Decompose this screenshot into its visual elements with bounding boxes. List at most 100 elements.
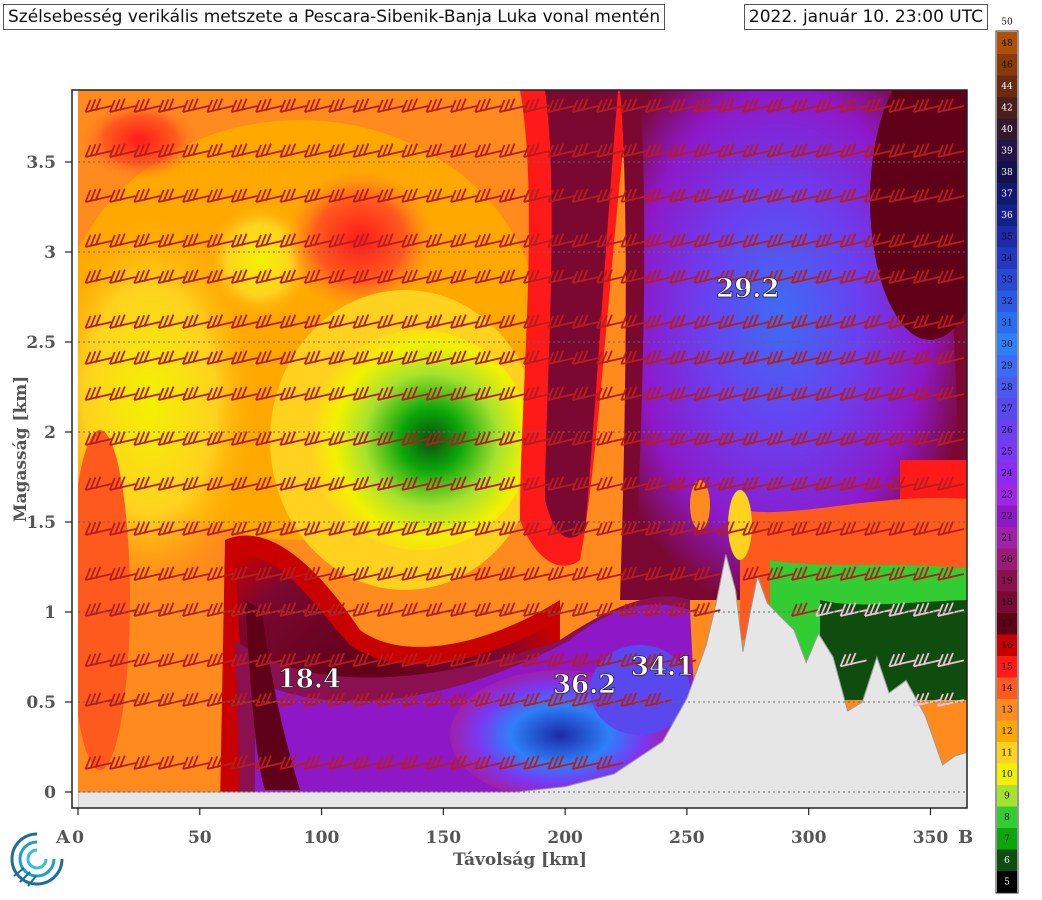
- wind-barb: [133, 521, 161, 536]
- wind-barb: [133, 188, 161, 203]
- wind-barb: [742, 314, 770, 329]
- wind-barb: [230, 566, 258, 581]
- wind-barb: [669, 350, 697, 365]
- wind-barb: [182, 188, 210, 203]
- wind-barb: [255, 233, 283, 248]
- x-axis: 0 50 100 150 200 250 300 350: [72, 808, 948, 848]
- wind-barb: [912, 602, 940, 617]
- wind-barb: [547, 602, 575, 617]
- wind-barb: [937, 143, 965, 158]
- wind-barb: [523, 692, 551, 707]
- x-axis-label: Távolság [km]: [453, 850, 587, 870]
- wind-barb: [157, 652, 185, 668]
- wind-barb: [328, 692, 356, 707]
- wind-barb: [937, 269, 965, 284]
- wind-barb: [157, 233, 185, 248]
- wind-barb: [790, 476, 819, 491]
- wind-barb: [669, 314, 697, 329]
- wind-barb: [839, 566, 867, 581]
- wind-barb: [596, 692, 624, 707]
- wind-barb: [547, 188, 575, 203]
- wind-barb: [571, 521, 599, 536]
- wind-barb: [596, 233, 624, 248]
- wind-barb: [352, 314, 380, 329]
- wind-barb: [425, 755, 453, 770]
- wind-barb: [255, 431, 283, 446]
- wind-barb: [157, 188, 185, 203]
- wind-barb: [255, 566, 283, 581]
- wind-barb: [839, 476, 867, 491]
- wind-barb: [888, 652, 916, 668]
- wind-barb: [742, 431, 770, 446]
- wind-barb: [157, 476, 185, 491]
- x-tick-label: 200: [547, 828, 583, 848]
- wind-barb: [84, 98, 112, 113]
- wind-barb: [888, 233, 916, 248]
- wind-barb: [328, 143, 356, 158]
- wind-barb: [255, 143, 283, 158]
- colorbar-bin: [997, 827, 1017, 850]
- service-logo-icon: [10, 832, 64, 887]
- wind-barb: [376, 652, 404, 668]
- colorbar-bin: [997, 268, 1017, 291]
- wind-barb: [401, 755, 429, 770]
- wind-barb: [717, 98, 745, 113]
- wind-barb: [596, 386, 624, 401]
- wind-barb: [839, 386, 867, 401]
- wind-barb: [790, 98, 819, 113]
- colorbar-bin: [997, 354, 1017, 377]
- wind-barb: [547, 233, 575, 248]
- wind-barb: [571, 652, 599, 668]
- wind-barb: [523, 566, 551, 581]
- wind-barb: [742, 476, 770, 491]
- wind-barb: [547, 431, 575, 446]
- colorbar-bin: [997, 75, 1017, 97]
- wind-barb: [620, 98, 648, 113]
- wind-barb: [279, 476, 307, 491]
- wind-barb: [644, 314, 672, 329]
- wind-barb: [669, 269, 697, 284]
- wind-barb: [937, 476, 965, 491]
- wind-barb: [425, 386, 453, 401]
- wind-barb: [766, 143, 794, 158]
- wind-barb: [109, 431, 137, 446]
- wind-barb: [182, 652, 210, 668]
- wind-barb: [328, 386, 356, 401]
- wind-barb: [766, 188, 794, 203]
- wind-barb: [449, 233, 478, 248]
- wind-barb: [352, 350, 380, 365]
- wind-barb: [888, 188, 916, 203]
- wind-barb: [109, 143, 137, 158]
- endpoint-a: A: [55, 827, 71, 848]
- wind-barb: [644, 98, 672, 113]
- wind-barb: [766, 521, 794, 536]
- wind-barb: [425, 143, 453, 158]
- wind-barb: [328, 188, 356, 203]
- wind-barb: [84, 188, 112, 203]
- wind-barb: [596, 350, 624, 365]
- wind-barb: [401, 386, 429, 401]
- wind-barb: [157, 269, 185, 284]
- wind-barb: [109, 98, 137, 113]
- wind-barb: [376, 521, 404, 536]
- colorbar-label: 35: [1001, 232, 1013, 242]
- wind-barb: [425, 431, 453, 446]
- colorbar-label: 22: [1001, 512, 1012, 522]
- wind-barb: [912, 98, 940, 113]
- wind-barb: [620, 350, 648, 365]
- colorbar-bin: [997, 677, 1017, 699]
- wind-barb: [376, 755, 404, 770]
- wind-barb: [523, 476, 551, 491]
- wind-barb: [620, 269, 648, 284]
- wind-barb: [376, 188, 404, 203]
- wind-barb: [571, 566, 599, 581]
- wind-barb: [742, 188, 770, 203]
- y-tick-label: 0.5: [26, 693, 56, 713]
- colorbar-label: 36: [1001, 211, 1013, 221]
- wind-barb: [839, 350, 867, 365]
- wind-barb: [474, 476, 502, 491]
- wind-barb: [279, 386, 307, 401]
- colorbar-label: 12: [1001, 727, 1012, 737]
- wind-barb: [864, 314, 892, 329]
- wind-barb: [328, 521, 356, 536]
